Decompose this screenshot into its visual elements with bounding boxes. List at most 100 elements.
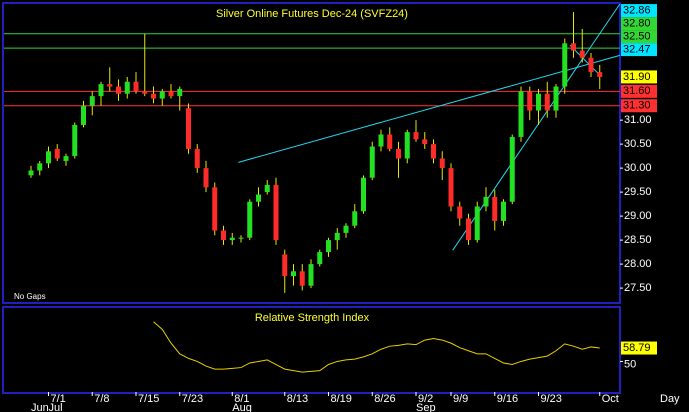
price-tag [621,4,657,18]
y-tick-label: 31.00 [624,114,652,126]
candle-body [133,81,139,92]
candle-body [63,156,69,161]
rsi-panel [2,306,621,394]
candle-body [107,84,113,87]
candle-body [229,237,235,241]
x-tick-label: 9/2 [418,393,433,405]
price-tag [621,30,657,44]
candle-body [326,240,331,253]
x-tick-label: 8/13 [287,393,308,405]
candle-body [439,158,445,169]
price-panel [2,2,621,304]
rsi-tag [621,341,657,355]
y-tick-label: 30.00 [624,162,652,174]
month-label: Jul [49,402,63,412]
candle-body [579,50,585,58]
candle-body [544,93,550,111]
candle-body [151,93,156,99]
price-tag-label: 32.86 [623,4,651,16]
trendline [238,54,621,163]
candle-body [352,211,358,226]
candle-body [72,124,78,157]
rsi-line [153,321,600,373]
x-tick-label: 8/19 [331,393,352,405]
candle-body [81,105,86,125]
price-tag-label: 31.90 [623,71,651,83]
price-tag-label: 31.30 [623,100,651,112]
y-tick-label: 27.50 [624,282,652,294]
price-tag [621,84,657,98]
candle-body [448,168,454,207]
y-tick-label: 28.50 [624,234,652,246]
candle-body [396,148,401,159]
month-label: Aug [232,402,252,412]
y-tick-label: 29.00 [624,210,652,222]
candle-body [46,151,51,164]
price-tag [621,17,657,31]
candle-body [238,237,244,239]
x-tick-label: 7/1 [51,393,66,405]
price-tag-label: 32.50 [623,30,651,42]
candle-body [492,196,498,221]
candle-body [194,148,200,169]
candle-body [361,177,366,212]
candle-body [387,134,393,149]
candle-body [457,206,463,219]
y-tick-label: 29.50 [624,186,652,198]
chart-title: Silver Online Futures Dec-24 (SVFZ24) [216,8,408,20]
note: No Gaps [14,292,46,301]
price-tag [621,43,657,57]
candle-body [509,136,515,202]
candle-body [291,271,296,277]
x-tick-label: 8/26 [374,393,395,405]
x-tick-label: 7/8 [94,393,109,405]
candle-body [413,132,419,140]
candle-body [54,148,60,159]
candle-body [308,264,314,286]
candle-body [466,218,471,241]
candle-body [597,72,603,77]
candle-body [378,134,384,147]
price-tag [621,70,657,84]
candle-body [37,163,43,171]
rsi-title: Relative Strength Index [255,312,370,324]
x-axis-label: Day [660,393,680,405]
candle-body [177,88,183,97]
candle-body [536,93,541,111]
candle-body [28,170,34,176]
candle-body [518,91,524,137]
x-tick-label: 7/23 [182,393,203,405]
candle-body [89,96,95,106]
candle-body [571,43,576,51]
rsi-tag-label: 58.79 [623,342,651,354]
candle-body [186,108,191,149]
y-tick-label: 50 [624,358,636,370]
candle-body [343,225,349,233]
x-tick-label: 9/16 [497,393,518,405]
trendline [452,3,621,251]
y-tick-label: 30.50 [624,138,652,150]
candle-body [334,232,340,241]
candle-body [247,201,253,238]
candle-body [98,84,104,97]
candle-body [159,91,165,99]
x-tick-label: 7/15 [138,393,159,405]
candle-body [116,86,121,94]
candle-body [212,187,218,231]
y-tick-label: 28.00 [624,258,652,270]
x-tick-label: 9/23 [541,393,562,405]
price-tag [621,99,657,113]
candle-body [317,252,323,265]
price-tag-label: 31.60 [623,85,651,97]
candle-body [256,194,261,202]
candle-body [124,81,130,94]
x-tick-label: 8/1 [234,393,249,405]
candle-body [221,230,226,241]
candle-body [501,201,506,221]
candle-body [264,184,270,193]
month-label: Sep [416,402,436,412]
price-tag-label: 32.47 [623,43,651,55]
candle-body [553,86,559,111]
candle-body [203,168,209,188]
